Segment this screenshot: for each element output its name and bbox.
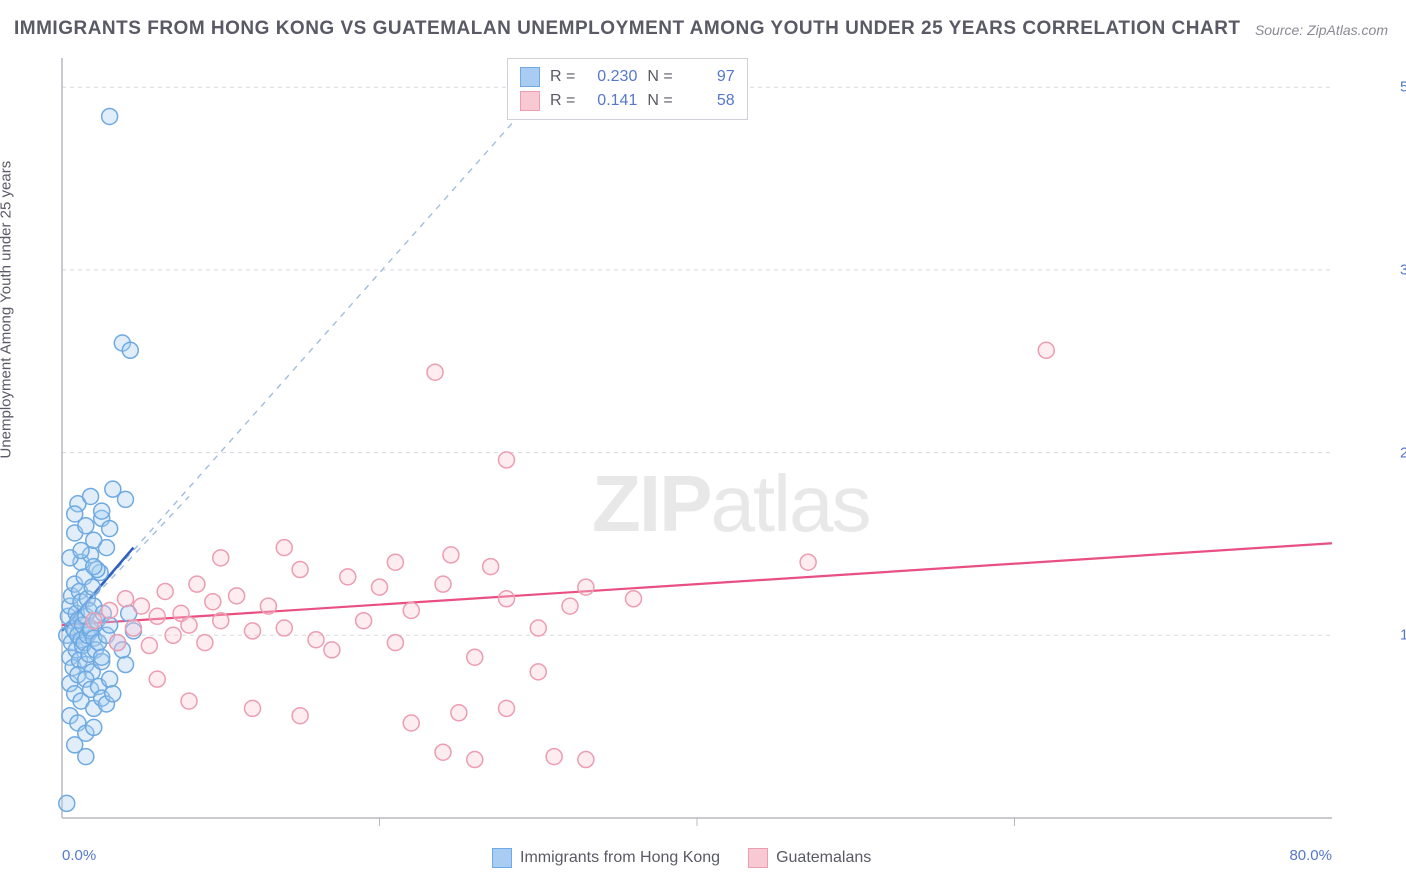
source-attribution: Source: ZipAtlas.com [1255,22,1388,38]
correlation-legend: R = 0.230 N = 97 R = 0.141 N = 58 [507,58,748,120]
swatch-gt [748,848,768,868]
legend-row-2: R = 0.141 N = 58 [520,89,735,113]
x-tick-label: 80.0% [1289,847,1332,864]
legend-item-1: Immigrants from Hong Kong [492,848,720,868]
chart-title: IMMIGRANTS FROM HONG KONG VS GUATEMALAN … [14,18,1241,40]
y-tick-label: 50.0% [1400,79,1406,96]
plot-area: ZIPatlas R = 0.230 N = 97 R = 0.141 N = … [52,58,1392,840]
legend-item-2: Guatemalans [748,848,871,868]
scatter-svg [52,58,1392,840]
swatch-series2 [520,91,540,111]
y-tick-label: 25.0% [1400,444,1406,461]
legend-row-1: R = 0.230 N = 97 [520,65,735,89]
swatch-series1 [520,67,540,87]
y-axis-label: Unemployment Among Youth under 25 years [0,161,15,459]
x-tick-label: 0.0% [62,847,96,864]
series-legend: Immigrants from Hong Kong Guatemalans [492,848,871,868]
swatch-hk [492,848,512,868]
correlation-chart: IMMIGRANTS FROM HONG KONG VS GUATEMALAN … [0,0,1406,892]
y-tick-label: 12.5% [1400,627,1406,644]
y-tick-label: 37.5% [1400,261,1406,278]
